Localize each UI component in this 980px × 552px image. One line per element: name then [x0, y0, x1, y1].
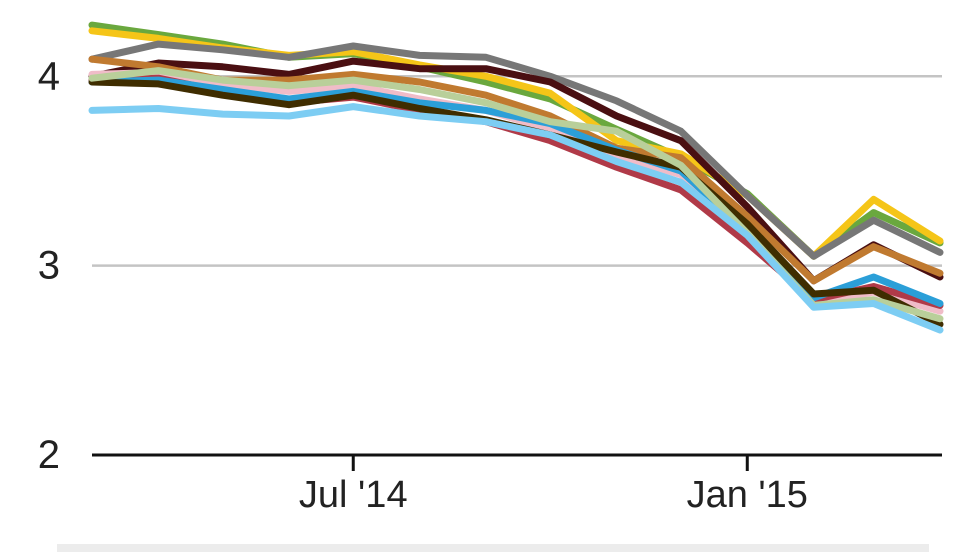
x-axis — [92, 453, 942, 471]
y-tick-label: 4 — [38, 54, 60, 98]
series-lines — [88, 21, 944, 334]
footer-strip — [57, 544, 929, 552]
series-line-3 — [88, 40, 944, 260]
y-tick-label: 3 — [38, 244, 60, 288]
tick-labels: 2 3 4 Jul '14 Jan '15 — [38, 54, 808, 516]
y-tick-label: 2 — [38, 433, 60, 477]
series-line-1 — [88, 21, 944, 260]
x-tick-label: Jan '15 — [687, 474, 808, 516]
x-tick-label: Jul '14 — [299, 474, 408, 516]
series-line-11 — [88, 103, 944, 334]
